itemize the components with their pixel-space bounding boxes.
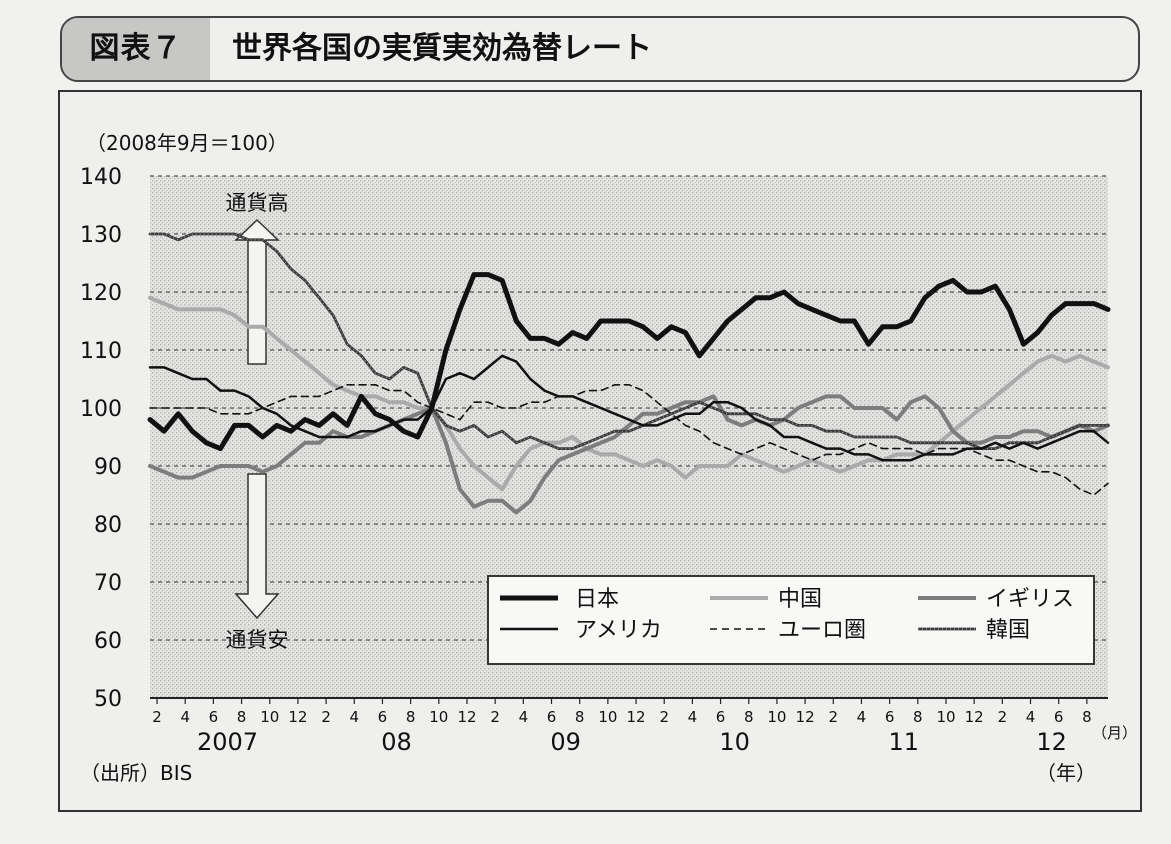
x-tick-label: 12 xyxy=(626,708,645,726)
figure-title: 世界各国の実質実効為替レート xyxy=(232,31,652,66)
source-note: （出所）BIS xyxy=(80,761,192,785)
x-tick-label: 10 xyxy=(598,708,617,726)
y-tick-label: 120 xyxy=(80,281,122,306)
x-tick-label: 4 xyxy=(1026,708,1036,726)
series-line xyxy=(148,295,1110,492)
x-tick-label: 10 xyxy=(767,708,786,726)
legend-label: イギリス xyxy=(986,587,1074,612)
x-tick-label: 8 xyxy=(1082,708,1092,726)
unit-note: （2008年9月＝100） xyxy=(86,131,288,155)
x-year-label: 12 xyxy=(1036,728,1067,756)
x-tick-label: 12 xyxy=(457,708,476,726)
x-tick-label: 10 xyxy=(936,708,955,726)
legend-box xyxy=(487,575,1095,665)
x-tick-label: 2 xyxy=(321,708,331,726)
x-tick-label: 12 xyxy=(796,708,815,726)
series-line xyxy=(147,272,1111,452)
x-tick-label: 2 xyxy=(829,708,839,726)
y-tick-label: 90 xyxy=(94,455,122,480)
legend-label: 日本 xyxy=(575,587,619,612)
legend-label: 中国 xyxy=(778,587,822,612)
x-tick-label: 10 xyxy=(429,708,448,726)
x-tick-label: 8 xyxy=(237,708,247,726)
x-tick-label: 4 xyxy=(350,708,360,726)
x-tick-label: 6 xyxy=(885,708,895,726)
y-tick-label: 80 xyxy=(94,513,122,538)
x-tick-label: 2 xyxy=(152,708,162,726)
legend-label: アメリカ xyxy=(575,618,662,643)
annotation-up: 通貨高 xyxy=(226,191,289,215)
title-bar: 図表７ 世界各国の実質実効為替レート xyxy=(60,16,1140,82)
x-tick-label: 10 xyxy=(260,708,279,726)
x-tick-label: 12 xyxy=(288,708,307,726)
legend-label: ユーロ圏 xyxy=(778,618,866,643)
x-tick-label: 6 xyxy=(209,708,219,726)
y-tick-label: 50 xyxy=(94,687,122,712)
x-tick-label: 12 xyxy=(965,708,984,726)
chart-frame: 50 60 70 80 90 100 110 120 130 140 2 4 6 8 10 12 2 4 6 8 10… xyxy=(58,90,1142,812)
legend-label: 韓国 xyxy=(986,618,1030,643)
series-line xyxy=(149,383,1109,496)
series-line xyxy=(148,394,1110,515)
y-tick-label: 130 xyxy=(80,223,122,248)
x-year-label: 09 xyxy=(550,728,581,756)
x-tick-label: 8 xyxy=(406,708,416,726)
x-tick-label: 6 xyxy=(378,708,388,726)
x-tick-label: 4 xyxy=(519,708,529,726)
y-tick-label: 140 xyxy=(80,165,122,190)
arrow-down-icon xyxy=(234,473,280,620)
series-line-pattern xyxy=(150,233,1108,450)
x-year-label: 08 xyxy=(381,728,412,756)
figure-label: 図表７ xyxy=(62,18,210,80)
x-tick-label: 8 xyxy=(913,708,923,726)
x-tick-label: 2 xyxy=(659,708,669,726)
y-tick-label: 100 xyxy=(80,397,122,422)
series-line xyxy=(148,354,1110,462)
x-tick-label: 2 xyxy=(998,708,1008,726)
x-unit-year: （年） xyxy=(1036,761,1096,785)
x-year-label: 2007 xyxy=(197,728,258,756)
y-tick-label: 60 xyxy=(94,629,122,654)
y-tick-label: 110 xyxy=(80,339,122,364)
x-tick-label: 6 xyxy=(1054,708,1064,726)
x-tick-label: 8 xyxy=(744,708,754,726)
x-tick-label: 2 xyxy=(490,708,500,726)
annotation-down: 通貨安 xyxy=(226,628,289,652)
x-tick-label: 4 xyxy=(857,708,867,726)
x-tick-label: 8 xyxy=(575,708,585,726)
x-tick-label: 6 xyxy=(547,708,557,726)
x-tick-label: 6 xyxy=(716,708,726,726)
x-year-label: 11 xyxy=(888,728,919,756)
x-tick-label: 4 xyxy=(688,708,698,726)
x-tick-label: 4 xyxy=(180,708,190,726)
y-tick-label: 70 xyxy=(94,571,122,596)
x-year-label: 10 xyxy=(719,728,750,756)
x-unit-month: （月） xyxy=(1092,724,1137,742)
